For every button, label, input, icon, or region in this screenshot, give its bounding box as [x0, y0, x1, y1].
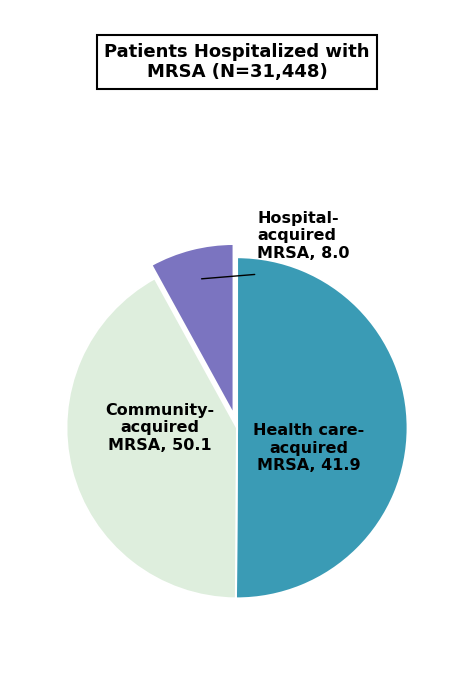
- Text: Health care-
acquired
MRSA, 41.9: Health care- acquired MRSA, 41.9: [253, 424, 365, 473]
- Wedge shape: [236, 257, 408, 598]
- Text: Patients Hospitalized with
MRSA (N=31,448): Patients Hospitalized with MRSA (N=31,44…: [104, 43, 370, 81]
- Text: Hospital-
acquired
MRSA, 8.0: Hospital- acquired MRSA, 8.0: [257, 210, 350, 261]
- Wedge shape: [151, 244, 234, 415]
- Text: Community-
acquired
MRSA, 50.1: Community- acquired MRSA, 50.1: [106, 403, 215, 453]
- Wedge shape: [66, 278, 237, 598]
